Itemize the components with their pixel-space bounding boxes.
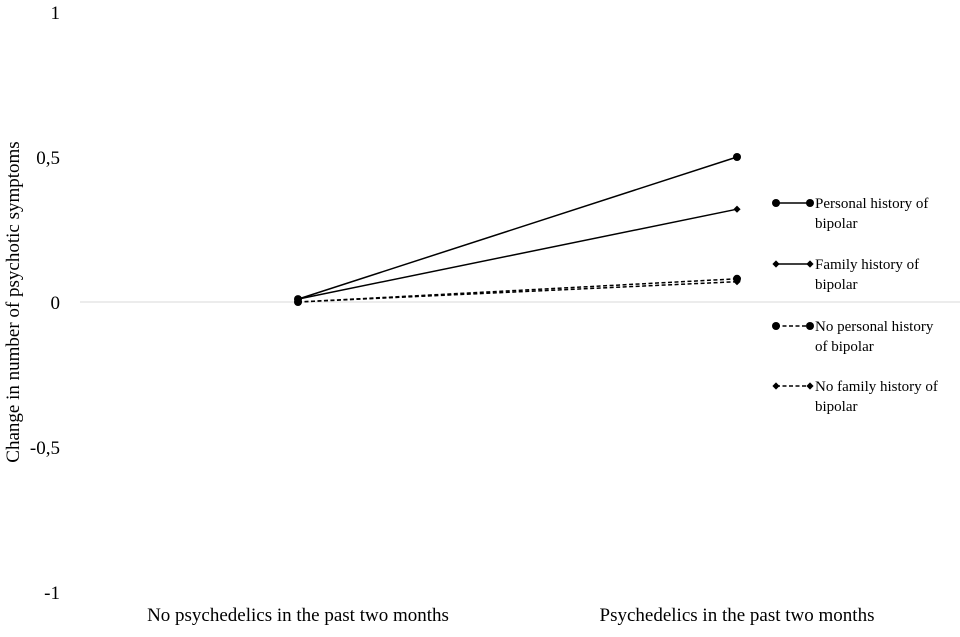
y-tick-label: 0,5 — [36, 148, 60, 169]
legend-item-2: Family history of bipolar — [772, 257, 919, 293]
legend-marker — [806, 199, 814, 207]
legend-item-4: No family history of bipolar — [772, 379, 938, 415]
legend-marker — [772, 322, 780, 330]
series-4 — [294, 278, 741, 306]
x-category-label: Psychedelics in the past two months — [600, 605, 875, 626]
legend-marker — [772, 260, 780, 268]
legend-item-1: Personal history of bipolar — [772, 196, 928, 232]
series-line — [297, 208, 738, 300]
series-line — [297, 156, 738, 300]
legend-label: No family history of — [815, 379, 938, 395]
data-point — [294, 298, 302, 306]
legend-marker — [806, 260, 814, 268]
y-axis-title: Change in number of psychotic symptoms — [3, 141, 24, 462]
legend-marker — [806, 322, 814, 330]
data-point — [733, 205, 741, 213]
y-tick-label: -0,5 — [30, 438, 60, 459]
series-3 — [294, 274, 741, 306]
x-category-label: No psychedelics in the past two months — [147, 605, 449, 626]
legend-label: bipolar — [815, 277, 858, 293]
y-tick-label: 0 — [51, 293, 61, 314]
data-point — [733, 153, 741, 161]
legend-label: No personal history — [815, 319, 934, 335]
legend-label: Family history of — [815, 257, 919, 273]
series-line — [297, 280, 738, 303]
series-layer — [294, 153, 741, 306]
x-axis-categories: No psychedelics in the past two months Ps… — [147, 605, 874, 626]
legend-marker — [772, 199, 780, 207]
legend-label: of bipolar — [815, 339, 874, 355]
legend-label: bipolar — [815, 399, 858, 415]
series-1 — [294, 153, 741, 304]
legend-label: Personal history of — [815, 196, 928, 212]
legend-label: bipolar — [815, 216, 858, 232]
legend-marker — [806, 382, 814, 390]
series-2 — [294, 205, 741, 303]
data-point — [733, 278, 741, 286]
legend-marker — [772, 382, 780, 390]
y-tick-label: 1 — [51, 3, 61, 24]
legend-item-3: No personal history of bipolar — [772, 319, 934, 355]
y-tick-label: -1 — [44, 583, 60, 604]
y-axis-ticks: 1 0,5 0 -0,5 -1 — [30, 3, 60, 604]
